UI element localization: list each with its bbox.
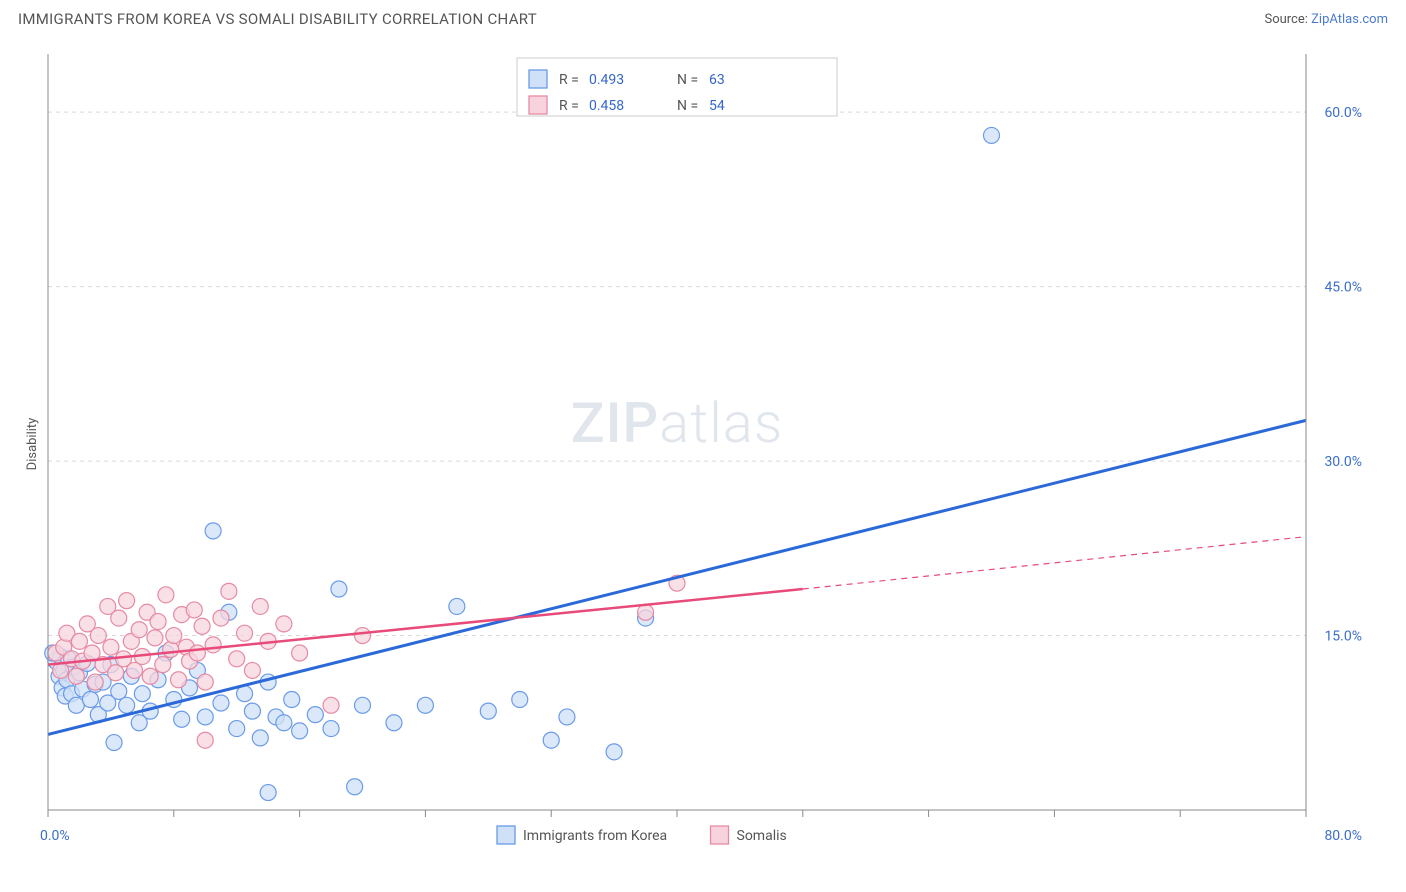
scatter-point [131, 622, 147, 638]
x-max-label: 80.0% [1324, 828, 1362, 844]
legend-r-label: R = [559, 72, 579, 88]
scatter-point [134, 686, 150, 702]
scatter-point [82, 692, 98, 708]
chart-title: IMMIGRANTS FROM KOREA VS SOMALI DISABILI… [18, 10, 537, 28]
scatter-point [147, 630, 163, 646]
scatter-chart: 15.0% 30.0% 45.0% 60.0% ZIPatlas 0.0% 80.0% R =… [0, 34, 1406, 854]
scatter-point [606, 744, 622, 760]
watermark: ZIPatlas [571, 390, 783, 456]
scatter-point [221, 583, 237, 599]
scatter-point [984, 127, 1000, 143]
scatter-point [197, 709, 213, 725]
scatter-point [68, 668, 84, 684]
bottom-legend-swatch [497, 826, 515, 844]
scatter-point [292, 723, 308, 739]
y-tick-label: 60.0% [1324, 105, 1362, 121]
scatter-point [237, 625, 253, 641]
source-prefix: Source: [1264, 12, 1311, 27]
scatter-point [197, 732, 213, 748]
scatter-point [244, 703, 260, 719]
scatter-point [480, 703, 496, 719]
scatter-point [108, 665, 124, 681]
legend-r-value: 0.493 [589, 72, 624, 88]
scatter-point [186, 602, 202, 618]
y-tick-label: 15.0% [1324, 629, 1362, 645]
scatter-point [111, 683, 127, 699]
scatter-point [90, 628, 106, 644]
scatter-point [386, 715, 402, 731]
scatter-point [142, 668, 158, 684]
scatter-point [292, 645, 308, 661]
y-tick-label: 45.0% [1324, 280, 1362, 296]
scatter-point [126, 662, 142, 678]
scatter-point [189, 645, 205, 661]
legend-n-label: N = [677, 98, 698, 114]
scatter-point [307, 707, 323, 723]
scatter-point [119, 697, 135, 713]
scatter-point [229, 651, 245, 667]
scatter-point [205, 637, 221, 653]
chart-header: IMMIGRANTS FROM KOREA VS SOMALI DISABILI… [0, 0, 1406, 34]
trend-line-ext [803, 537, 1306, 589]
scatter-point [276, 715, 292, 731]
scatter-point [155, 657, 171, 673]
scatter-point [244, 662, 260, 678]
bottom-legend-label: Somalis [737, 828, 787, 844]
y-axis-label: Disability [25, 418, 40, 471]
scatter-point [213, 610, 229, 626]
scatter-point [71, 633, 87, 649]
chart-container: Disability 15.0% 30.0% 45.0% 60.0% ZIPatlas 0… [0, 34, 1406, 854]
legend-n-value: 54 [709, 98, 725, 114]
scatter-point [355, 697, 371, 713]
y-tick-label: 30.0% [1324, 454, 1362, 470]
scatter-point [106, 735, 122, 751]
trend-line [48, 420, 1306, 734]
scatter-point [284, 692, 300, 708]
scatter-point [163, 641, 179, 657]
legend-swatch [529, 70, 547, 88]
source-link[interactable]: ZipAtlas.com [1311, 12, 1388, 27]
scatter-point [119, 593, 135, 609]
scatter-point [331, 581, 347, 597]
scatter-point [355, 628, 371, 644]
scatter-point [638, 604, 654, 620]
scatter-point [417, 697, 433, 713]
scatter-point [276, 616, 292, 632]
scatter-point [323, 721, 339, 737]
scatter-point [150, 614, 166, 630]
scatter-point [449, 598, 465, 614]
scatter-point [260, 785, 276, 801]
scatter-point [87, 674, 103, 690]
legend-r-value: 0.458 [589, 98, 624, 114]
legend-n-value: 63 [709, 72, 725, 88]
scatter-point [166, 628, 182, 644]
scatter-point [194, 618, 210, 634]
scatter-point [171, 672, 187, 688]
scatter-point [559, 709, 575, 725]
legend-swatch [529, 96, 547, 114]
scatter-point [158, 587, 174, 603]
scatter-point [103, 639, 119, 655]
scatter-point [323, 697, 339, 713]
scatter-point [347, 779, 363, 795]
scatter-point [205, 523, 221, 539]
legend-r-label: R = [559, 98, 579, 114]
scatter-point [543, 732, 559, 748]
scatter-point [252, 598, 268, 614]
bottom-legend-label: Immigrants from Korea [523, 828, 667, 844]
scatter-point [252, 730, 268, 746]
scatter-point [111, 610, 127, 626]
bottom-legend-swatch [711, 826, 729, 844]
scatter-point [174, 711, 190, 727]
x-min-label: 0.0% [40, 828, 70, 844]
scatter-point [197, 674, 213, 690]
chart-source: Source: ZipAtlas.com [1264, 12, 1388, 27]
legend-n-label: N = [677, 72, 698, 88]
scatter-point [229, 721, 245, 737]
scatter-point [512, 692, 528, 708]
scatter-point [213, 695, 229, 711]
